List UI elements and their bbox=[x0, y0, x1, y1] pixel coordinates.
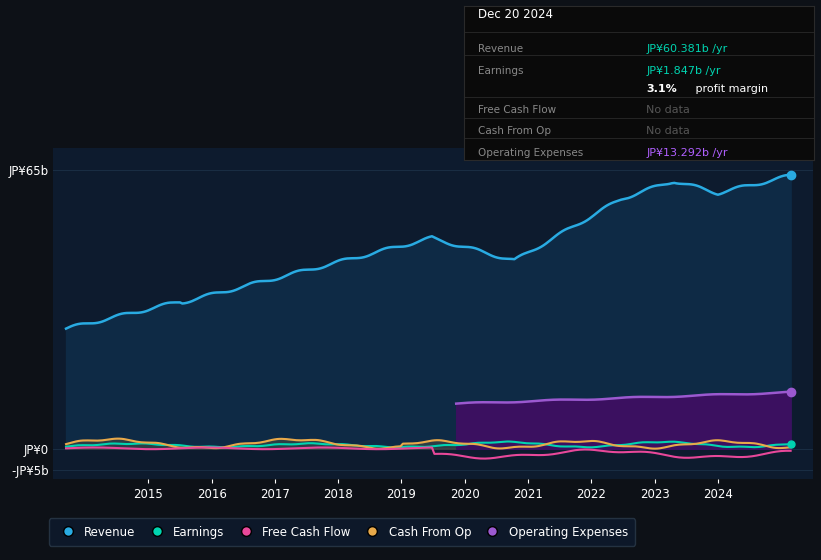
Text: No data: No data bbox=[646, 105, 690, 115]
Text: JP¥1.847b /yr: JP¥1.847b /yr bbox=[646, 66, 721, 76]
Text: Operating Expenses: Operating Expenses bbox=[478, 148, 583, 158]
Text: Revenue: Revenue bbox=[478, 44, 523, 54]
Text: Dec 20 2024: Dec 20 2024 bbox=[478, 8, 553, 21]
Text: JP¥60.381b /yr: JP¥60.381b /yr bbox=[646, 44, 727, 54]
Text: 3.1%: 3.1% bbox=[646, 84, 677, 94]
Text: No data: No data bbox=[646, 127, 690, 137]
Text: Cash From Op: Cash From Op bbox=[478, 127, 551, 137]
Text: Earnings: Earnings bbox=[478, 66, 524, 76]
Text: JP¥13.292b /yr: JP¥13.292b /yr bbox=[646, 148, 727, 158]
Text: profit margin: profit margin bbox=[692, 84, 768, 94]
Legend: Revenue, Earnings, Free Cash Flow, Cash From Op, Operating Expenses: Revenue, Earnings, Free Cash Flow, Cash … bbox=[48, 519, 635, 545]
Text: Free Cash Flow: Free Cash Flow bbox=[478, 105, 556, 115]
